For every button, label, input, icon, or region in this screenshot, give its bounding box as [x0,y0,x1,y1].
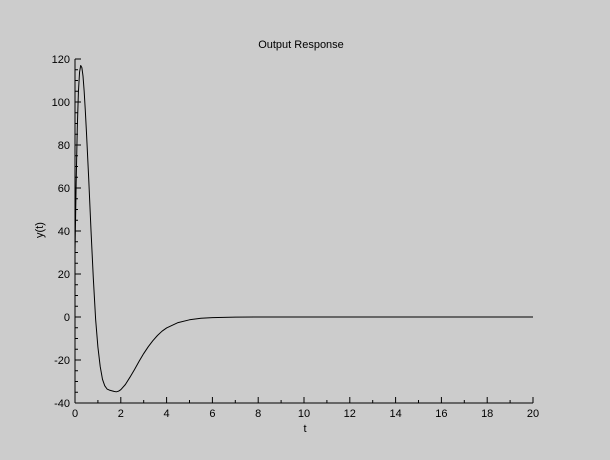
x-tick-label: 18 [481,408,493,420]
x-tick-label: 8 [255,408,261,420]
series-line-0 [74,64,533,393]
x-tick-label: 10 [298,408,310,420]
x-tick-label: 6 [209,408,215,420]
chart-title: Output Response [258,39,344,51]
x-tick-label: 0 [72,408,78,420]
y-tick-label: 120 [52,54,70,66]
y-tick-label: 100 [52,97,70,109]
y-tick-label: 0 [64,312,70,324]
x-tick-label: 16 [435,408,447,420]
x-axis-ticks: 0 2 4 6 8 10 12 14 16 18 20 [72,397,539,420]
y-tick-label: 60 [58,183,70,195]
y-tick-label: 20 [58,269,70,281]
x-tick-label: 2 [118,408,124,420]
plot-lines [74,64,533,393]
axes [74,59,533,404]
x-tick-label: 14 [389,408,401,420]
y-tick-label: 80 [58,140,70,152]
y-tick-label: -40 [54,398,70,410]
y-axis-label: y(t) [34,222,46,238]
x-tick-label: 4 [164,408,170,420]
y-axis-ticks: -40 -20 0 20 40 60 80 100 120 [52,54,81,410]
y-tick-label: 40 [58,226,70,238]
y-tick-label: -20 [54,355,70,367]
x-axis-label: t [303,423,306,435]
x-tick-label: 20 [527,408,539,420]
x-tick-label: 12 [344,408,356,420]
